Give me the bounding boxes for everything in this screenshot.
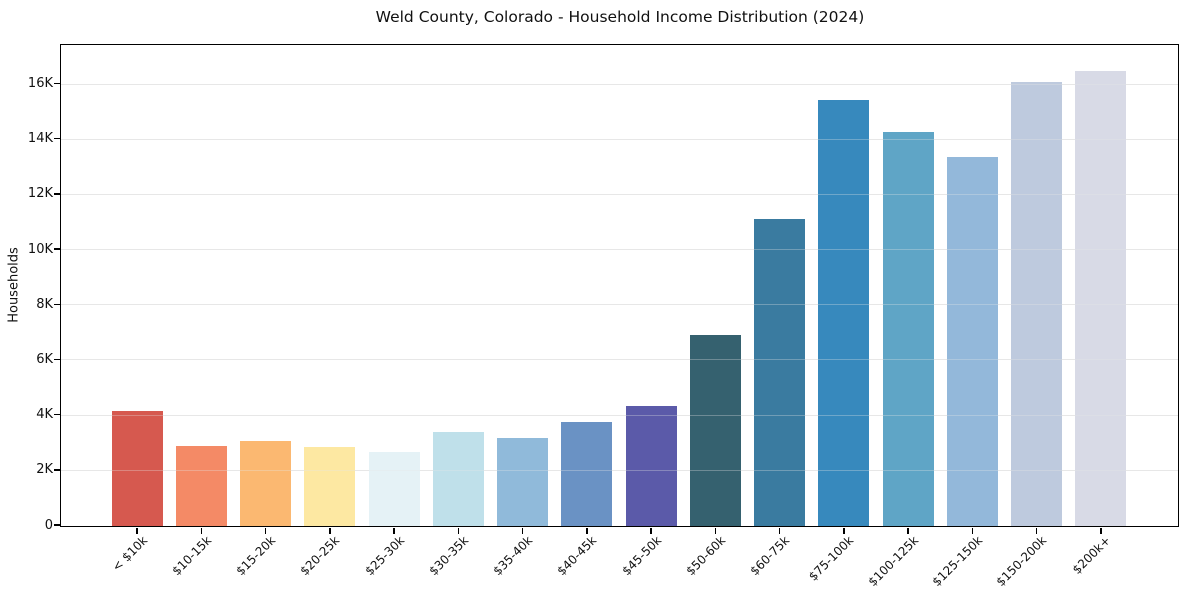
y-tick-label-2K: 2K [36, 462, 53, 478]
y-tick-label-16K: 16K [27, 76, 53, 92]
bar-10k [111, 410, 163, 526]
y-tick-mark [53, 303, 60, 305]
x-tick-mark [714, 527, 717, 534]
plot-inner [53, 45, 1178, 534]
y-tick-label-14K: 14K [27, 131, 53, 147]
y-tick-mark [53, 524, 60, 526]
gridline-16K [61, 83, 1178, 85]
x-tick-mark [778, 527, 781, 534]
x-tick-mark [650, 527, 652, 534]
y-tick-mark [53, 138, 60, 140]
gridline-6K [61, 359, 1178, 361]
x-tick-mark [1035, 527, 1038, 534]
y-tick-mark [53, 248, 60, 250]
bar-100-125k [882, 132, 934, 526]
y-tick-label-6K: 6K [36, 351, 53, 367]
bar-40-45k [561, 422, 613, 526]
bar-150-200k [1011, 82, 1063, 526]
x-tick-mark [329, 527, 331, 534]
gridline-6K [61, 359, 1178, 361]
gridline-10K [61, 249, 1178, 251]
y-tick-mark [53, 193, 60, 195]
x-tick-mark [200, 527, 203, 534]
bar-45-50k [625, 406, 677, 526]
bar-60-75k [754, 218, 806, 526]
gridline-4K [61, 414, 1178, 416]
x-tick-mark [457, 527, 460, 534]
x-tick-mark [521, 527, 524, 534]
gridline-8K [61, 304, 1178, 306]
gridline-8K [61, 304, 1178, 306]
gridline-2K [61, 469, 1178, 471]
gridline-4K [61, 414, 1178, 416]
bar-50-60k [689, 335, 741, 526]
bar-20-25k [304, 446, 356, 526]
x-tick-label-0: < $10k [108, 533, 150, 575]
x-tick-mark [971, 527, 974, 534]
plot-area [53, 44, 1179, 534]
x-tick-mark [136, 527, 138, 534]
y-tick-mark [53, 82, 60, 85]
gridline-2K [61, 469, 1178, 471]
bar-125-150k [946, 157, 998, 526]
bar-25-30k [368, 451, 420, 526]
y-tick-mark [53, 358, 60, 361]
gridline-14K [61, 138, 1178, 140]
gridline-14K [61, 138, 1178, 140]
bar-30-35k [432, 432, 484, 526]
y-tick-label-10K: 10K [27, 241, 53, 257]
x-tick-mark [586, 527, 588, 534]
bar-200k [1075, 70, 1127, 526]
y-tick-label-12K: 12K [27, 186, 53, 202]
bar-75-100k [818, 99, 870, 526]
x-tick-mark [843, 527, 845, 534]
x-tick-mark [907, 527, 909, 534]
x-tick-mark [1100, 527, 1102, 534]
bar-35-40k [497, 437, 549, 526]
y-tick-label-4K: 4K [36, 407, 53, 423]
bar-15-20k [240, 440, 292, 526]
y-tick-mark [53, 413, 60, 416]
x-tick-mark [264, 527, 267, 534]
chart-title: Weld County, Colorado - Household Income… [375, 8, 865, 26]
x-tick-mark [393, 527, 395, 534]
gridline-12K [61, 193, 1178, 195]
y-tick-label-8K: 8K [36, 296, 53, 312]
gridline-16K [61, 83, 1178, 85]
bar-10-15k [175, 445, 227, 526]
y-tick-label-0: 0 [44, 517, 53, 533]
gridline-10K [61, 249, 1178, 251]
y-tick-mark [53, 469, 60, 471]
gridline-12K [61, 193, 1178, 195]
